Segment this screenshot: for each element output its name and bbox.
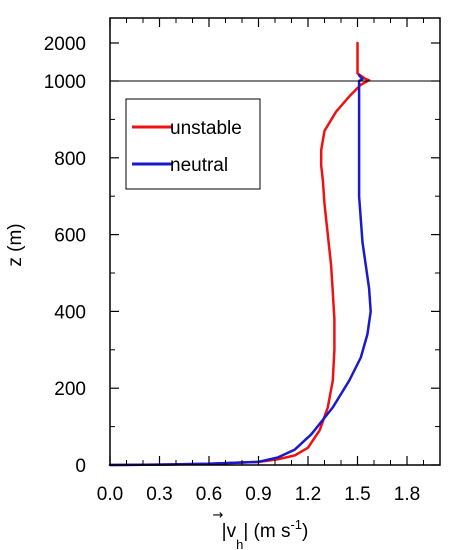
x-tick-label: 1.8	[394, 484, 420, 505]
y-tick-label: 400	[54, 302, 86, 323]
x-tick-label: 1.5	[344, 484, 370, 505]
series-line-unstable	[108, 41, 371, 467]
y-tick-label: 2000	[44, 34, 86, 55]
legend-label-neutral: neutral	[170, 155, 228, 176]
series-line-neutral	[108, 74, 372, 467]
y-tick-label: 200	[54, 379, 86, 400]
plot-area	[108, 17, 441, 467]
plot-frame	[109, 17, 441, 466]
x-tick-label: 0.9	[245, 484, 271, 505]
legend-label-unstable: unstable	[170, 118, 242, 139]
y-tick-label: 0	[75, 456, 86, 477]
y-axis-title: z (m)	[5, 223, 26, 266]
legend-box	[125, 98, 261, 190]
x-tick-label: 0.3	[146, 484, 172, 505]
axis-ticks: 0.0 0.3 0.6 0.9 1.2 1.5 1.8 0 200 400 600 800 1000 20…	[44, 18, 440, 505]
x-tick-label: 1.2	[295, 484, 321, 505]
x-axis-title-vector-arrow: →	[213, 508, 224, 523]
y-tick-label: 1000	[44, 72, 86, 93]
legend: unstable neutral	[125, 98, 261, 190]
y-tick-label: 600	[54, 226, 86, 247]
x-axis-title: |vh| (m s-1)	[222, 517, 309, 550]
y-tick-label: 800	[54, 149, 86, 170]
x-tick-label: 0.0	[97, 484, 123, 505]
x-tick-label: 0.6	[196, 484, 222, 505]
